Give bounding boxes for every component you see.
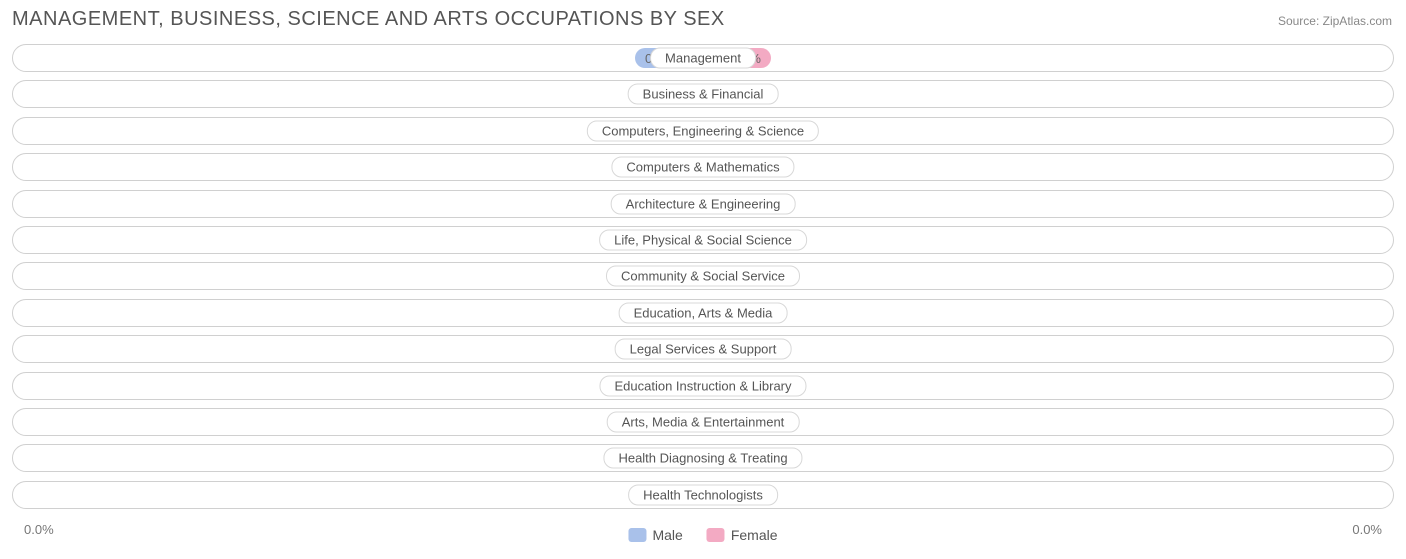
row-half-male: 0.0%	[13, 154, 703, 180]
row-half-female: 0.0%	[703, 45, 1393, 71]
legend-swatch-male	[628, 528, 646, 542]
row-half-female: 0.0%	[703, 263, 1393, 289]
row-half-female: 0.0%	[703, 373, 1393, 399]
category-label: Education, Arts & Media	[619, 302, 788, 323]
category-label: Life, Physical & Social Science	[599, 229, 807, 250]
row-half-male: 0.0%	[13, 45, 703, 71]
row-half-female: 0.0%	[703, 154, 1393, 180]
chart-row: 0.0%0.0%Architecture & Engineering	[12, 190, 1394, 218]
chart-row: 0.0%0.0%Community & Social Service	[12, 262, 1394, 290]
chart-row: 0.0%0.0%Legal Services & Support	[12, 335, 1394, 363]
row-half-female: 0.0%	[703, 336, 1393, 362]
row-half-male: 0.0%	[13, 445, 703, 471]
category-label: Arts, Media & Entertainment	[607, 411, 800, 432]
legend: Male Female	[628, 527, 777, 543]
chart-row: 0.0%0.0%Education, Arts & Media	[12, 299, 1394, 327]
row-half-female: 0.0%	[703, 191, 1393, 217]
legend-item-female: Female	[707, 527, 778, 543]
category-label: Computers, Engineering & Science	[587, 120, 819, 141]
row-half-female: 0.0%	[703, 482, 1393, 508]
chart-row: 0.0%0.0%Education Instruction & Library	[12, 372, 1394, 400]
chart-row: 0.0%0.0%Computers, Engineering & Science	[12, 117, 1394, 145]
category-label: Legal Services & Support	[615, 339, 792, 360]
legend-label-male: Male	[652, 527, 682, 543]
row-half-female: 0.0%	[703, 409, 1393, 435]
axis-tick-right: 0.0%	[1352, 522, 1382, 537]
row-half-male: 0.0%	[13, 482, 703, 508]
chart-title: MANAGEMENT, BUSINESS, SCIENCE AND ARTS O…	[12, 8, 725, 31]
row-half-male: 0.0%	[13, 191, 703, 217]
chart-row: 0.0%0.0%Arts, Media & Entertainment	[12, 408, 1394, 436]
row-half-female: 0.0%	[703, 300, 1393, 326]
category-label: Education Instruction & Library	[599, 375, 806, 396]
source-attribution: Source: ZipAtlas.com	[1278, 14, 1392, 28]
axis-tick-left: 0.0%	[24, 522, 54, 537]
chart-row: 0.0%0.0%Health Diagnosing & Treating	[12, 444, 1394, 472]
legend-label-female: Female	[731, 527, 778, 543]
chart-area: 0.0%0.0%Management0.0%0.0%Business & Fin…	[12, 44, 1394, 517]
row-half-male: 0.0%	[13, 263, 703, 289]
row-half-female: 0.0%	[703, 81, 1393, 107]
row-half-male: 0.0%	[13, 300, 703, 326]
legend-item-male: Male	[628, 527, 682, 543]
chart-row: 0.0%0.0%Business & Financial	[12, 80, 1394, 108]
category-label: Community & Social Service	[606, 266, 800, 287]
category-label: Business & Financial	[628, 84, 779, 105]
row-half-male: 0.0%	[13, 409, 703, 435]
chart-row: 0.0%0.0%Management	[12, 44, 1394, 72]
chart-row: 0.0%0.0%Health Technologists	[12, 481, 1394, 509]
category-label: Health Diagnosing & Treating	[603, 448, 802, 469]
chart-row: 0.0%0.0%Life, Physical & Social Science	[12, 226, 1394, 254]
source-value: ZipAtlas.com	[1323, 14, 1392, 28]
source-label: Source:	[1278, 14, 1319, 28]
row-half-male: 0.0%	[13, 81, 703, 107]
category-label: Computers & Mathematics	[611, 157, 794, 178]
category-label: Health Technologists	[628, 484, 778, 505]
category-label: Architecture & Engineering	[611, 193, 796, 214]
legend-swatch-female	[707, 528, 725, 542]
chart-row: 0.0%0.0%Computers & Mathematics	[12, 153, 1394, 181]
category-label: Management	[650, 48, 756, 69]
row-half-male: 0.0%	[13, 336, 703, 362]
row-half-female: 0.0%	[703, 445, 1393, 471]
